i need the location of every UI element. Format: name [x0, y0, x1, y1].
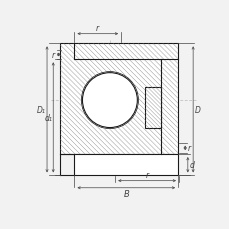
Bar: [74, 154, 177, 176]
Text: D: D: [194, 105, 200, 114]
Bar: [60, 44, 177, 154]
Text: d₁: d₁: [44, 113, 52, 122]
Text: r: r: [145, 170, 148, 179]
Text: r: r: [187, 144, 190, 153]
Text: B: B: [123, 189, 129, 198]
Bar: [145, 87, 161, 129]
Text: d: d: [189, 161, 194, 169]
Circle shape: [82, 73, 137, 128]
Text: D₁: D₁: [37, 105, 45, 114]
Text: r: r: [96, 23, 99, 33]
Text: r: r: [52, 51, 55, 60]
Circle shape: [81, 72, 138, 129]
